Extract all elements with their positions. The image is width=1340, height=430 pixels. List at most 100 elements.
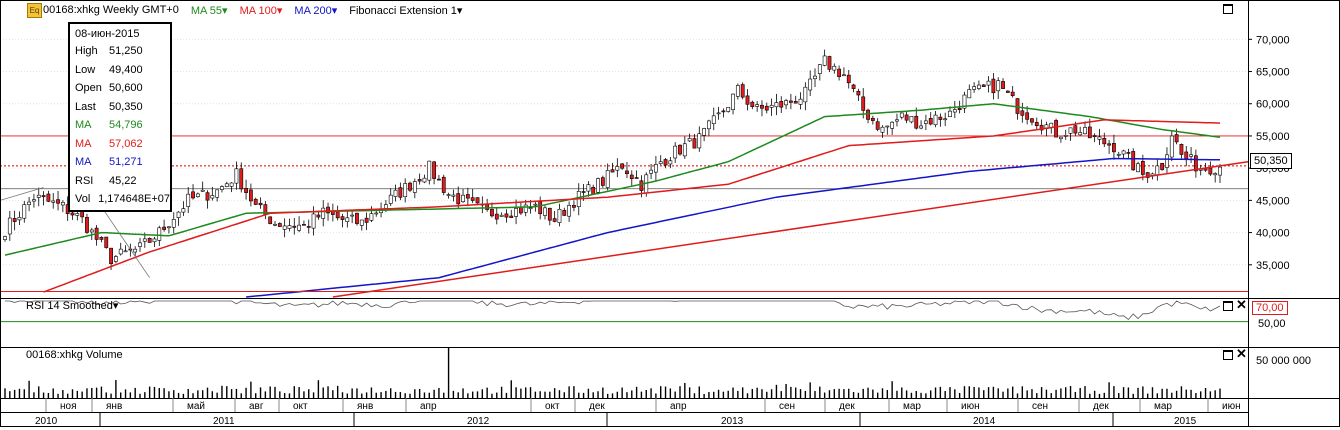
- candle-body: [167, 226, 171, 229]
- candle-body: [1160, 162, 1165, 170]
- chart-header: 00168:xhkg Weekly GMT+0 MA 55▾ MA 100▾ M…: [43, 2, 462, 18]
- year-label: 2015: [1174, 416, 1197, 427]
- rsi-maximize-icon[interactable]: [1223, 301, 1233, 311]
- data-window-key: Vol: [75, 193, 91, 206]
- candle-body: [504, 213, 509, 218]
- ma200-line: [246, 157, 1221, 298]
- candle-body: [118, 248, 123, 255]
- candle-body: [870, 117, 875, 121]
- candle-body: [523, 204, 528, 213]
- candle-body: [1010, 91, 1015, 96]
- data-window-key: MA: [75, 119, 92, 132]
- candle-body: [470, 197, 475, 201]
- fibonacci-label[interactable]: Fibonacci Extension 1▾: [349, 4, 463, 17]
- candle-body: [629, 174, 634, 180]
- candle-body: [856, 90, 861, 96]
- month-label: сен: [1032, 401, 1048, 412]
- data-window-row: MA 54,796: [70, 116, 170, 135]
- volume-close-icon[interactable]: ✕: [1236, 346, 1247, 361]
- candle-body: [364, 217, 369, 223]
- rsi-close-icon[interactable]: ✕: [1236, 297, 1247, 312]
- candle-body: [1126, 152, 1131, 154]
- candle-body: [32, 199, 36, 202]
- candle-body: [417, 179, 422, 182]
- candle-body: [885, 125, 890, 128]
- data-window-row: Vol 1,174648E+07: [70, 190, 170, 209]
- candle-body: [499, 214, 504, 217]
- candle-body: [509, 215, 514, 218]
- candle-body: [60, 202, 65, 206]
- candle-body: [253, 198, 258, 205]
- data-window-value: 51,250: [109, 45, 143, 58]
- symbol-label[interactable]: 00168:xhkg Weekly GMT+0: [43, 4, 179, 16]
- candle-body: [991, 78, 996, 94]
- candle-body: [663, 159, 668, 166]
- candle-body: [456, 193, 461, 205]
- candle-body: [408, 182, 412, 191]
- candle-body: [3, 236, 7, 240]
- data-window-value: 54,796: [109, 119, 143, 132]
- fib-line: [101, 206, 150, 278]
- candle-body: [388, 194, 393, 204]
- candle-body: [465, 194, 470, 199]
- maximize-icon[interactable]: [1223, 4, 1233, 14]
- candle-body: [1063, 135, 1068, 137]
- month-label: май: [187, 401, 205, 412]
- data-window-date: 08-июн-2015: [75, 28, 140, 40]
- candle-body: [615, 166, 620, 171]
- candle-body: [1030, 118, 1034, 123]
- candle-body: [707, 120, 711, 130]
- candle-body: [437, 178, 441, 181]
- candle-body: [359, 219, 364, 226]
- data-window-key: RSI: [75, 174, 94, 187]
- candle-body: [639, 180, 644, 191]
- candle-body: [634, 177, 639, 179]
- candle-body: [345, 217, 350, 222]
- candle-body: [596, 178, 600, 193]
- candle-body: [788, 100, 793, 103]
- ma200-label[interactable]: MA 200▾: [294, 4, 338, 17]
- candle-body: [220, 186, 224, 190]
- trend-line: [332, 160, 1249, 298]
- candle-body: [813, 75, 817, 80]
- candle-body: [297, 224, 302, 231]
- candle-body: [682, 143, 687, 157]
- candle-body: [248, 189, 253, 202]
- candle-body: [412, 181, 417, 193]
- candle-body: [581, 191, 586, 193]
- candle-body: [475, 197, 480, 204]
- year-label: 2014: [973, 416, 996, 427]
- volume-maximize-icon[interactable]: [1223, 350, 1233, 360]
- candle-body: [1039, 124, 1044, 131]
- volume-pane-title[interactable]: 00168:xhkg Volume: [26, 349, 123, 361]
- candle-body: [176, 211, 181, 218]
- candle-body: [923, 120, 928, 124]
- candle-body: [446, 194, 451, 196]
- candle-body: [1054, 120, 1058, 138]
- candle-body: [51, 200, 56, 203]
- candle-body: [745, 95, 750, 105]
- candle-body: [716, 112, 721, 115]
- candle-body: [1078, 132, 1083, 136]
- candle-body: [1005, 90, 1010, 93]
- ma55-label[interactable]: MA 55▾: [190, 4, 228, 17]
- data-window-key: High: [75, 45, 98, 58]
- candle-body: [234, 168, 239, 184]
- candle-body: [538, 201, 543, 215]
- candle-body: [138, 242, 142, 247]
- candle-body: [282, 225, 287, 230]
- ma100-label[interactable]: MA 100▾: [239, 4, 283, 17]
- rsi-pane-title[interactable]: RSI 14 Smoothed▾: [26, 300, 119, 312]
- candle-body: [1193, 155, 1198, 172]
- candle-body: [157, 227, 162, 241]
- candle-body: [861, 96, 866, 111]
- candle-body: [697, 133, 702, 149]
- candle-body: [229, 182, 234, 187]
- candle-body: [17, 217, 22, 221]
- candle-body: [152, 238, 157, 243]
- candle-body: [880, 126, 885, 133]
- candle-body: [133, 248, 138, 253]
- candle-body: [943, 118, 948, 121]
- month-label: сен: [779, 401, 795, 412]
